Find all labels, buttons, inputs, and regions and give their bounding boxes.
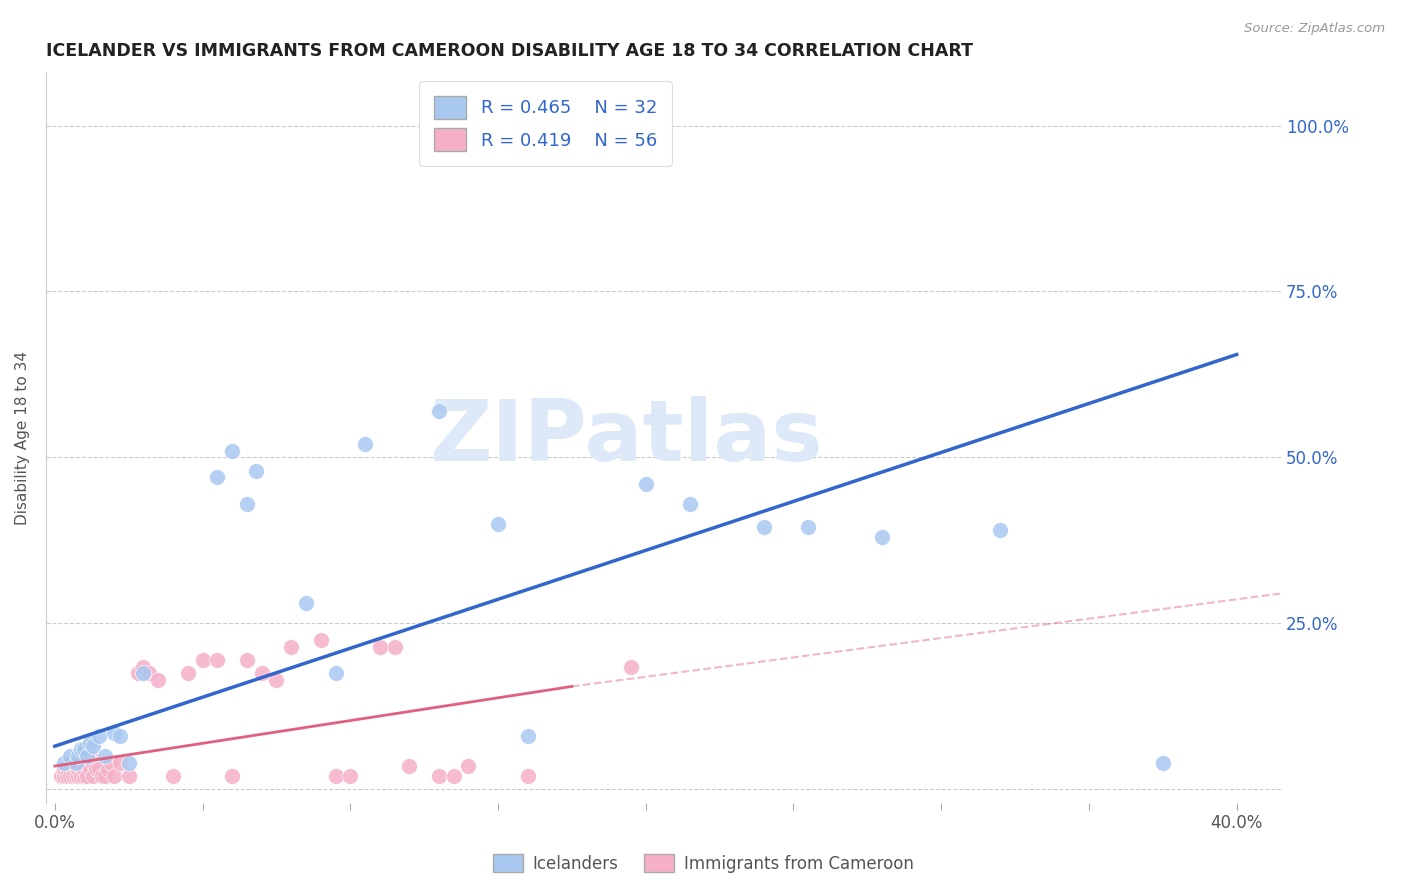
Text: ZIPatlas: ZIPatlas xyxy=(430,396,824,479)
Point xyxy=(177,666,200,681)
Point xyxy=(82,739,104,754)
Point xyxy=(76,749,98,764)
Point xyxy=(67,769,90,783)
Point xyxy=(339,769,361,783)
Point xyxy=(162,769,184,783)
Point xyxy=(108,729,131,743)
Point xyxy=(266,673,288,687)
Point xyxy=(59,749,82,764)
Point xyxy=(73,763,96,777)
Point xyxy=(354,437,377,451)
Point xyxy=(94,749,117,764)
Point xyxy=(103,726,125,740)
Point xyxy=(988,524,1011,538)
Point xyxy=(516,729,538,743)
Point xyxy=(486,516,509,531)
Point xyxy=(49,769,72,783)
Point xyxy=(148,673,170,687)
Point xyxy=(65,769,87,783)
Point xyxy=(443,769,465,783)
Point xyxy=(250,666,273,681)
Point xyxy=(384,640,406,654)
Point xyxy=(82,769,104,783)
Point xyxy=(398,759,420,773)
Point xyxy=(94,769,117,783)
Point xyxy=(79,736,101,750)
Point xyxy=(67,749,90,764)
Text: Source: ZipAtlas.com: Source: ZipAtlas.com xyxy=(1244,22,1385,36)
Point xyxy=(797,520,820,534)
Point xyxy=(118,769,141,783)
Point xyxy=(52,769,75,783)
Legend: Icelanders, Immigrants from Cameroon: Icelanders, Immigrants from Cameroon xyxy=(486,847,920,880)
Point xyxy=(221,443,243,458)
Point xyxy=(76,756,98,770)
Point xyxy=(870,530,893,544)
Y-axis label: Disability Age 18 to 34: Disability Age 18 to 34 xyxy=(15,351,30,524)
Point xyxy=(70,742,93,756)
Point xyxy=(70,756,93,770)
Point xyxy=(221,769,243,783)
Point xyxy=(52,756,75,770)
Point xyxy=(103,769,125,783)
Point xyxy=(82,756,104,770)
Point xyxy=(108,756,131,770)
Point xyxy=(62,769,84,783)
Point xyxy=(89,763,111,777)
Point xyxy=(52,763,75,777)
Point xyxy=(118,756,141,770)
Point xyxy=(91,769,114,783)
Point xyxy=(309,632,332,647)
Point xyxy=(127,666,149,681)
Point xyxy=(207,653,229,667)
Point xyxy=(84,763,107,777)
Point xyxy=(89,729,111,743)
Point xyxy=(79,763,101,777)
Point xyxy=(368,640,391,654)
Point xyxy=(516,769,538,783)
Point xyxy=(67,763,90,777)
Point xyxy=(73,742,96,756)
Point xyxy=(100,756,122,770)
Point xyxy=(245,464,267,478)
Point xyxy=(191,653,214,667)
Point xyxy=(457,759,479,773)
Point xyxy=(76,769,98,783)
Text: ICELANDER VS IMMIGRANTS FROM CAMEROON DISABILITY AGE 18 TO 34 CORRELATION CHART: ICELANDER VS IMMIGRANTS FROM CAMEROON DI… xyxy=(46,42,973,60)
Point xyxy=(427,404,450,418)
Point xyxy=(236,653,259,667)
Point xyxy=(62,756,84,770)
Point xyxy=(59,769,82,783)
Point xyxy=(207,470,229,484)
Point xyxy=(679,497,702,511)
Point xyxy=(620,659,643,673)
Point xyxy=(752,520,775,534)
Point xyxy=(59,756,82,770)
Point xyxy=(132,666,155,681)
Point xyxy=(280,640,302,654)
Point xyxy=(79,749,101,764)
Point xyxy=(1152,756,1174,770)
Point xyxy=(325,769,347,783)
Point xyxy=(138,666,160,681)
Point xyxy=(236,497,259,511)
Legend: R = 0.465    N = 32, R = 0.419    N = 56: R = 0.465 N = 32, R = 0.419 N = 56 xyxy=(419,81,672,166)
Point xyxy=(55,769,77,783)
Point xyxy=(55,763,77,777)
Point xyxy=(65,756,87,770)
Point xyxy=(427,769,450,783)
Point xyxy=(634,477,657,491)
Point xyxy=(295,597,318,611)
Point xyxy=(73,769,96,783)
Point xyxy=(325,666,347,681)
Point xyxy=(132,659,155,673)
Point xyxy=(97,763,120,777)
Point xyxy=(65,756,87,770)
Point xyxy=(70,769,93,783)
